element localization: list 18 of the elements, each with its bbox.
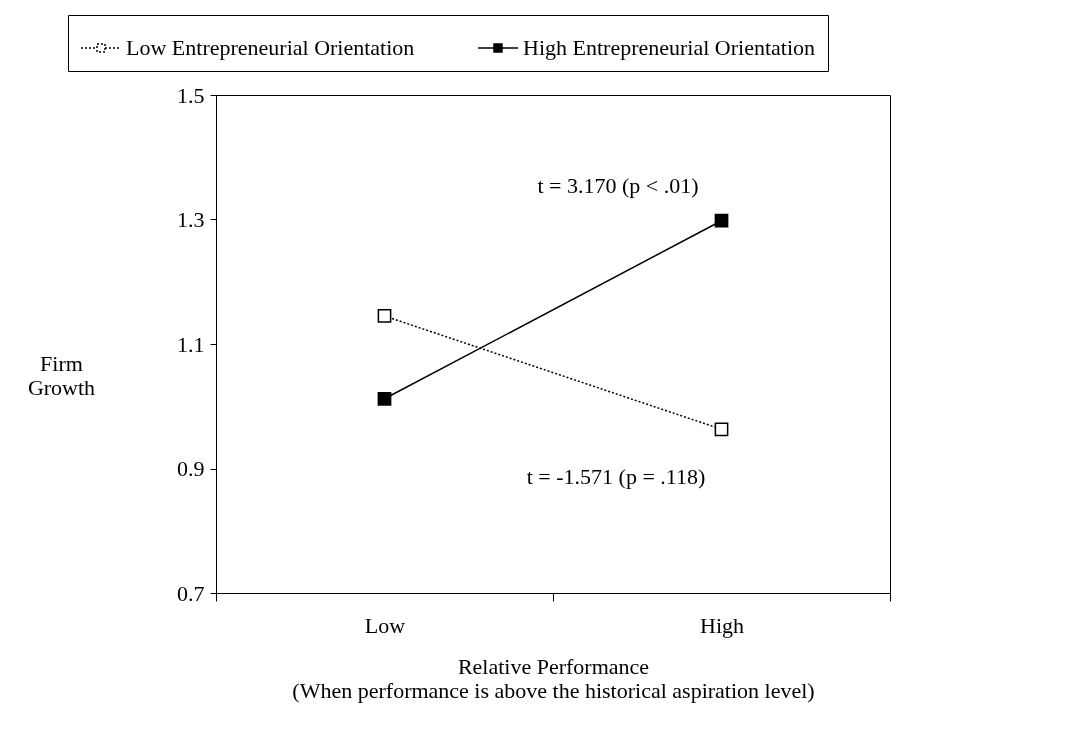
y-tick-label: 1.1 (177, 331, 205, 357)
y-tick-label: 1.5 (177, 82, 205, 108)
legend-label: High Entrepreneurial Orientation (523, 35, 816, 60)
x-tick-label: High (700, 612, 744, 638)
annotation: t = 3.170 (p < .01) (537, 173, 699, 198)
y-axis-title: Firm Growth (27, 350, 96, 400)
x-tick-label: Low (364, 612, 406, 638)
y-tick-label: 1.3 (177, 207, 205, 232)
legend-label: Low Entrepreneurial Orientation (126, 35, 415, 60)
y-tick-label: 0.9 (177, 456, 205, 481)
x-axis-title: Relative Performance (457, 653, 650, 679)
point (714, 213, 729, 228)
point (377, 309, 392, 323)
point (714, 422, 729, 437)
annotation: t = -1.571 (p = .118) (526, 464, 706, 489)
text: (When performance is above the historical aspiration level) (292, 677, 815, 703)
y-tick-label: 0.7 (177, 580, 205, 606)
point (377, 391, 392, 406)
